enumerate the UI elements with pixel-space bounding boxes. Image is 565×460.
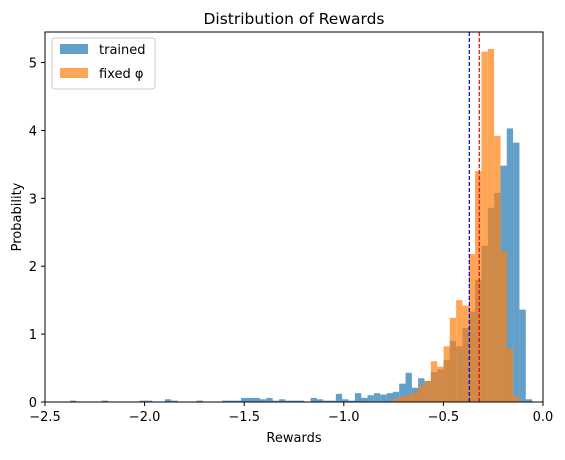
bar-trained-28	[361, 397, 368, 402]
bar-fixed-phi-0	[392, 398, 400, 402]
y-axis-label: Probability	[10, 182, 25, 251]
bar-trained-33	[392, 391, 400, 402]
bar-fixed-phi-7	[437, 366, 444, 402]
legend-swatch-fixed-phi	[60, 68, 88, 78]
bar-fixed-phi-19	[513, 396, 520, 402]
y-tick-label-3: 3	[29, 192, 37, 207]
x-tick-label-4: −0.5	[428, 410, 460, 425]
bar-trained-1	[101, 400, 108, 402]
x-tick-label-2: −1.5	[228, 410, 260, 425]
bar-trained-14	[266, 397, 273, 402]
bar-trained-18	[291, 400, 298, 402]
bar-fixed-phi-13	[475, 171, 482, 402]
bar-trained-2	[139, 400, 146, 402]
bar-trained-17	[285, 400, 292, 402]
bar-fixed-phi-5	[424, 380, 431, 402]
bar-fixed-phi-17	[500, 251, 507, 402]
bar-trained-54	[525, 399, 533, 402]
bar-trained-52	[513, 142, 520, 402]
bar-fixed-phi-16	[494, 135, 501, 402]
bar-trained-5	[171, 400, 178, 402]
bar-fixed-phi-6	[430, 361, 438, 402]
bar-fixed-phi-15	[487, 48, 495, 402]
y-tick-label-4: 4	[29, 124, 37, 139]
bar-trained-29	[367, 395, 374, 402]
bar-fixed-phi-2	[405, 395, 412, 402]
x-tick-label-1: −2.0	[129, 410, 161, 425]
bar-fixed-phi-12	[468, 254, 476, 402]
bar-fixed-phi-4	[418, 385, 425, 402]
bar-trained-23	[329, 400, 336, 402]
plot-area-frame	[44, 31, 544, 403]
bar-fixed-phi-14	[481, 51, 488, 402]
bar-trained-20	[310, 397, 317, 402]
y-tick-label-5: 5	[29, 57, 37, 72]
bar-trained-3	[145, 400, 153, 402]
bar-trained-31	[380, 394, 387, 402]
bar-trained-24	[335, 393, 343, 402]
bars-layer	[69, 48, 533, 402]
x-tick-label-3: −1.0	[328, 410, 360, 425]
bar-fixed-phi-8	[443, 346, 450, 402]
x-tick-label-0: −2.5	[29, 410, 61, 425]
bar-trained-26	[348, 400, 355, 402]
bar-trained-27	[354, 393, 362, 402]
bar-fixed-phi-18	[506, 349, 514, 402]
legend-label-fixed-phi: fixed φ	[99, 67, 143, 82]
bar-trained-4	[164, 399, 172, 402]
bar-trained-13	[259, 399, 267, 402]
y-tick-label-0: 0	[29, 396, 37, 411]
bar-fixed-phi-11	[462, 305, 469, 402]
bar-trained-16	[278, 399, 286, 402]
bar-trained-15	[272, 400, 279, 402]
x-axis-label: Rewards	[266, 431, 321, 446]
bar-trained-25	[342, 399, 349, 402]
y-tick-label-1: 1	[29, 328, 37, 343]
bar-trained-19	[297, 400, 305, 402]
bar-trained-7	[221, 400, 229, 402]
reference-lines	[468, 32, 480, 402]
bar-trained-21	[316, 399, 324, 402]
x-axis-ticks: −2.5 −2.0 −1.5 −1.0 −0.5 0.0	[29, 402, 553, 425]
bar-trained-32	[386, 393, 393, 402]
bar-trained-6	[196, 400, 203, 402]
bar-trained-0	[69, 400, 77, 402]
bar-trained-35	[405, 372, 412, 402]
bar-fixed-phi-10	[456, 300, 463, 402]
bar-fixed-phi-9	[449, 317, 457, 402]
bar-trained-11	[247, 397, 254, 402]
y-tick-label-2: 2	[29, 260, 37, 275]
bar-trained-30	[373, 393, 381, 402]
chart-title: Distribution of Rewards	[203, 10, 384, 28]
bar-trained-22	[323, 400, 330, 402]
x-tick-label-5: 0.0	[533, 410, 554, 425]
legend: trained fixed φ	[51, 37, 156, 90]
bar-trained-8	[228, 400, 235, 402]
y-axis-ticks: 0 1 2 3 4 5	[29, 57, 45, 411]
bar-trained-34	[399, 383, 406, 402]
bar-fixed-phi-3	[411, 392, 419, 402]
bar-fixed-phi-1	[399, 396, 406, 402]
legend-swatch-trained	[60, 44, 88, 54]
legend-label-trained: trained	[99, 43, 146, 58]
bar-trained-12	[253, 397, 260, 402]
bar-trained-53	[519, 309, 526, 402]
bar-trained-9	[234, 400, 241, 402]
bar-trained-51	[506, 128, 514, 402]
bar-trained-10	[241, 397, 248, 402]
